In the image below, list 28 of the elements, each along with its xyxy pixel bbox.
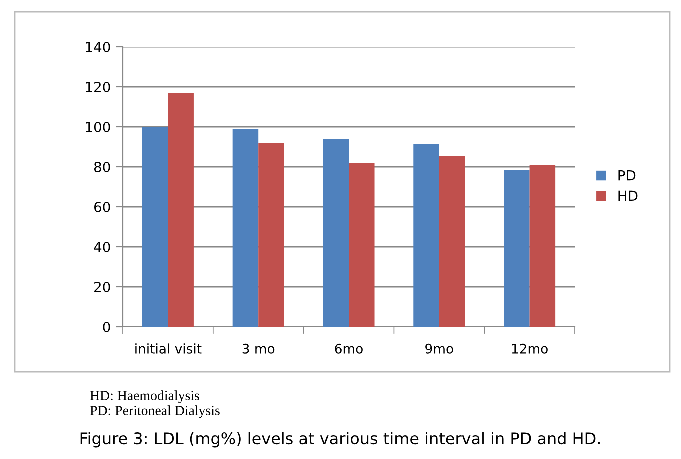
bar	[258, 143, 284, 327]
y-tick-label: 100	[86, 122, 110, 132]
x-tick-label: 3 mo	[242, 344, 275, 354]
bar	[323, 139, 349, 327]
y-tick-label: 140	[86, 42, 110, 52]
bar	[232, 129, 259, 327]
bar	[168, 93, 194, 327]
y-tick-label: 20	[94, 282, 110, 292]
x-tick-label: 12mo	[512, 344, 548, 354]
x-tick-label: 6mo	[335, 344, 363, 354]
bar	[349, 163, 375, 327]
y-tick-label: 80	[94, 162, 110, 172]
text: HD: Haemodialysis	[90, 390, 200, 404]
legend-label: HD	[618, 190, 638, 202]
y-tick-label: 120	[86, 82, 110, 92]
x-tick-label: 9mo	[426, 344, 454, 354]
bar	[439, 156, 466, 327]
bar	[414, 144, 440, 327]
legend-label: PD	[618, 170, 636, 181]
y-tick-label: 40	[94, 242, 110, 252]
x-tick-label: initial visit	[136, 344, 202, 354]
y-tick-label: 0	[103, 322, 110, 332]
text: Figure 3: LDL (mg%) levels at various time interval in PD and HD.	[80, 432, 600, 448]
bar	[530, 165, 556, 327]
y-tick-label: 60	[94, 202, 110, 212]
text: PD: Peritoneal Dialysis	[90, 406, 220, 418]
bar	[142, 127, 168, 327]
bar	[504, 170, 530, 327]
